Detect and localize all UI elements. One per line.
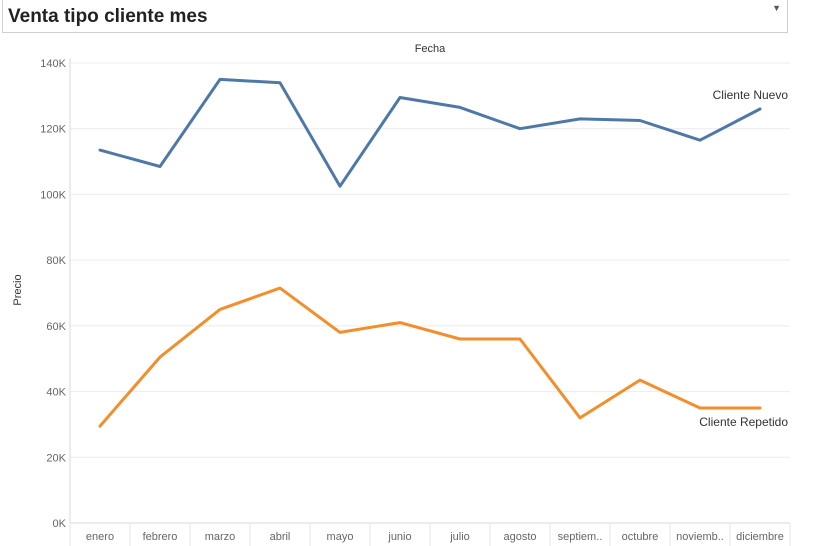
- y-tick-label: 80K: [46, 255, 66, 267]
- series-line-cliente-nuevo[interactable]: [98, 77, 762, 188]
- page-title: Venta tipo cliente mes: [8, 6, 208, 27]
- x-tick-label: junio: [387, 531, 411, 543]
- y-tick-label: 100K: [40, 189, 66, 201]
- x-tick-label: mayo: [327, 531, 354, 543]
- x-tick-label: agosto: [503, 531, 536, 543]
- x-tick-label: marzo: [205, 531, 236, 543]
- y-tick-label: 20K: [46, 452, 66, 464]
- x-axis-title: Fecha: [415, 43, 446, 55]
- y-tick-label: 40K: [46, 387, 66, 399]
- axes: 0K 20K 40K 60K 80K 100K 120K 140K enero febrero ma…: [40, 58, 784, 543]
- y-tick-label: 0K: [53, 518, 67, 530]
- chevron-down-icon[interactable]: ▼: [772, 3, 781, 13]
- y-tick-label: 120K: [40, 124, 66, 136]
- x-tick-label: abril: [270, 531, 291, 543]
- series-line-cliente-repetido[interactable]: [98, 286, 762, 428]
- y-tick-label: 60K: [46, 321, 66, 333]
- x-tick-label: septiem..: [558, 531, 603, 543]
- series-lines: Cliente Nuevo Cliente Repetido: [98, 77, 789, 429]
- series-end-label: Cliente Nuevo: [713, 88, 789, 102]
- x-tick-label: julio: [449, 531, 470, 543]
- x-tick-label: enero: [86, 531, 114, 543]
- x-tick-label: febrero: [143, 531, 178, 543]
- gridlines: [69, 62, 791, 546]
- x-tick-label: octubre: [622, 531, 659, 543]
- series-end-label: Cliente Repetido: [699, 415, 788, 429]
- x-tick-label: diciembre: [736, 531, 784, 543]
- y-tick-label: 140K: [40, 58, 66, 70]
- x-tick-label: noviemb..: [676, 531, 724, 543]
- y-axis-title: Precio: [12, 274, 24, 305]
- title-bar: Venta tipo cliente mes ▼: [2, 0, 788, 33]
